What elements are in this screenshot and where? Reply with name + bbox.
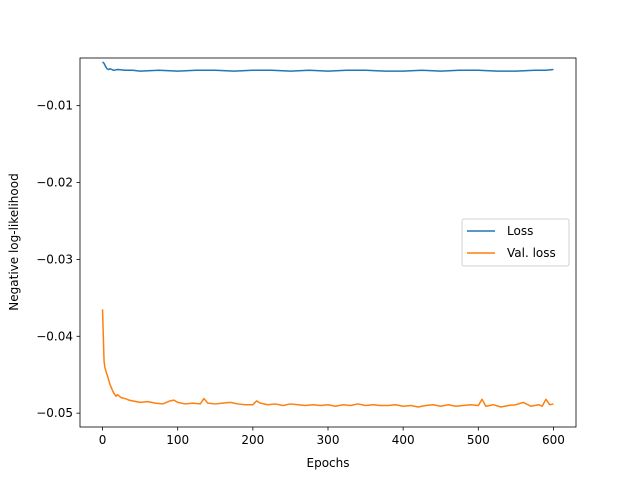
legend-label-loss: Loss: [507, 224, 533, 238]
y-tick-label: −0.04: [36, 329, 73, 343]
x-axis-label: Epochs: [307, 456, 350, 470]
x-tick-label: 0: [99, 433, 107, 447]
x-tick-label: 200: [241, 433, 264, 447]
y-tick-label: −0.01: [36, 99, 73, 113]
x-tick-label: 100: [166, 433, 189, 447]
y-axis-ticks: −0.01 −0.02 −0.03 −0.04 −0.05: [36, 99, 80, 420]
x-tick-label: 600: [542, 433, 565, 447]
x-tick-label: 500: [467, 433, 490, 447]
series-line-loss: [102, 61, 554, 72]
y-axis-label: Negative log-likelihood: [7, 173, 21, 310]
y-tick-label: −0.05: [36, 406, 73, 420]
y-tick-label: −0.03: [36, 252, 73, 266]
plot-frame: [79, 57, 577, 428]
x-tick-label: 400: [392, 433, 415, 447]
series-line-val-loss: [101, 309, 554, 408]
legend-label-val-loss: Val. loss: [507, 246, 556, 260]
legend: Loss Val. loss: [461, 218, 570, 267]
x-tick-label: 300: [317, 433, 340, 447]
series-layer: [101, 61, 554, 408]
x-axis-ticks: 0 100 200 300 400 500 600: [99, 427, 565, 447]
y-tick-label: −0.02: [36, 176, 73, 190]
